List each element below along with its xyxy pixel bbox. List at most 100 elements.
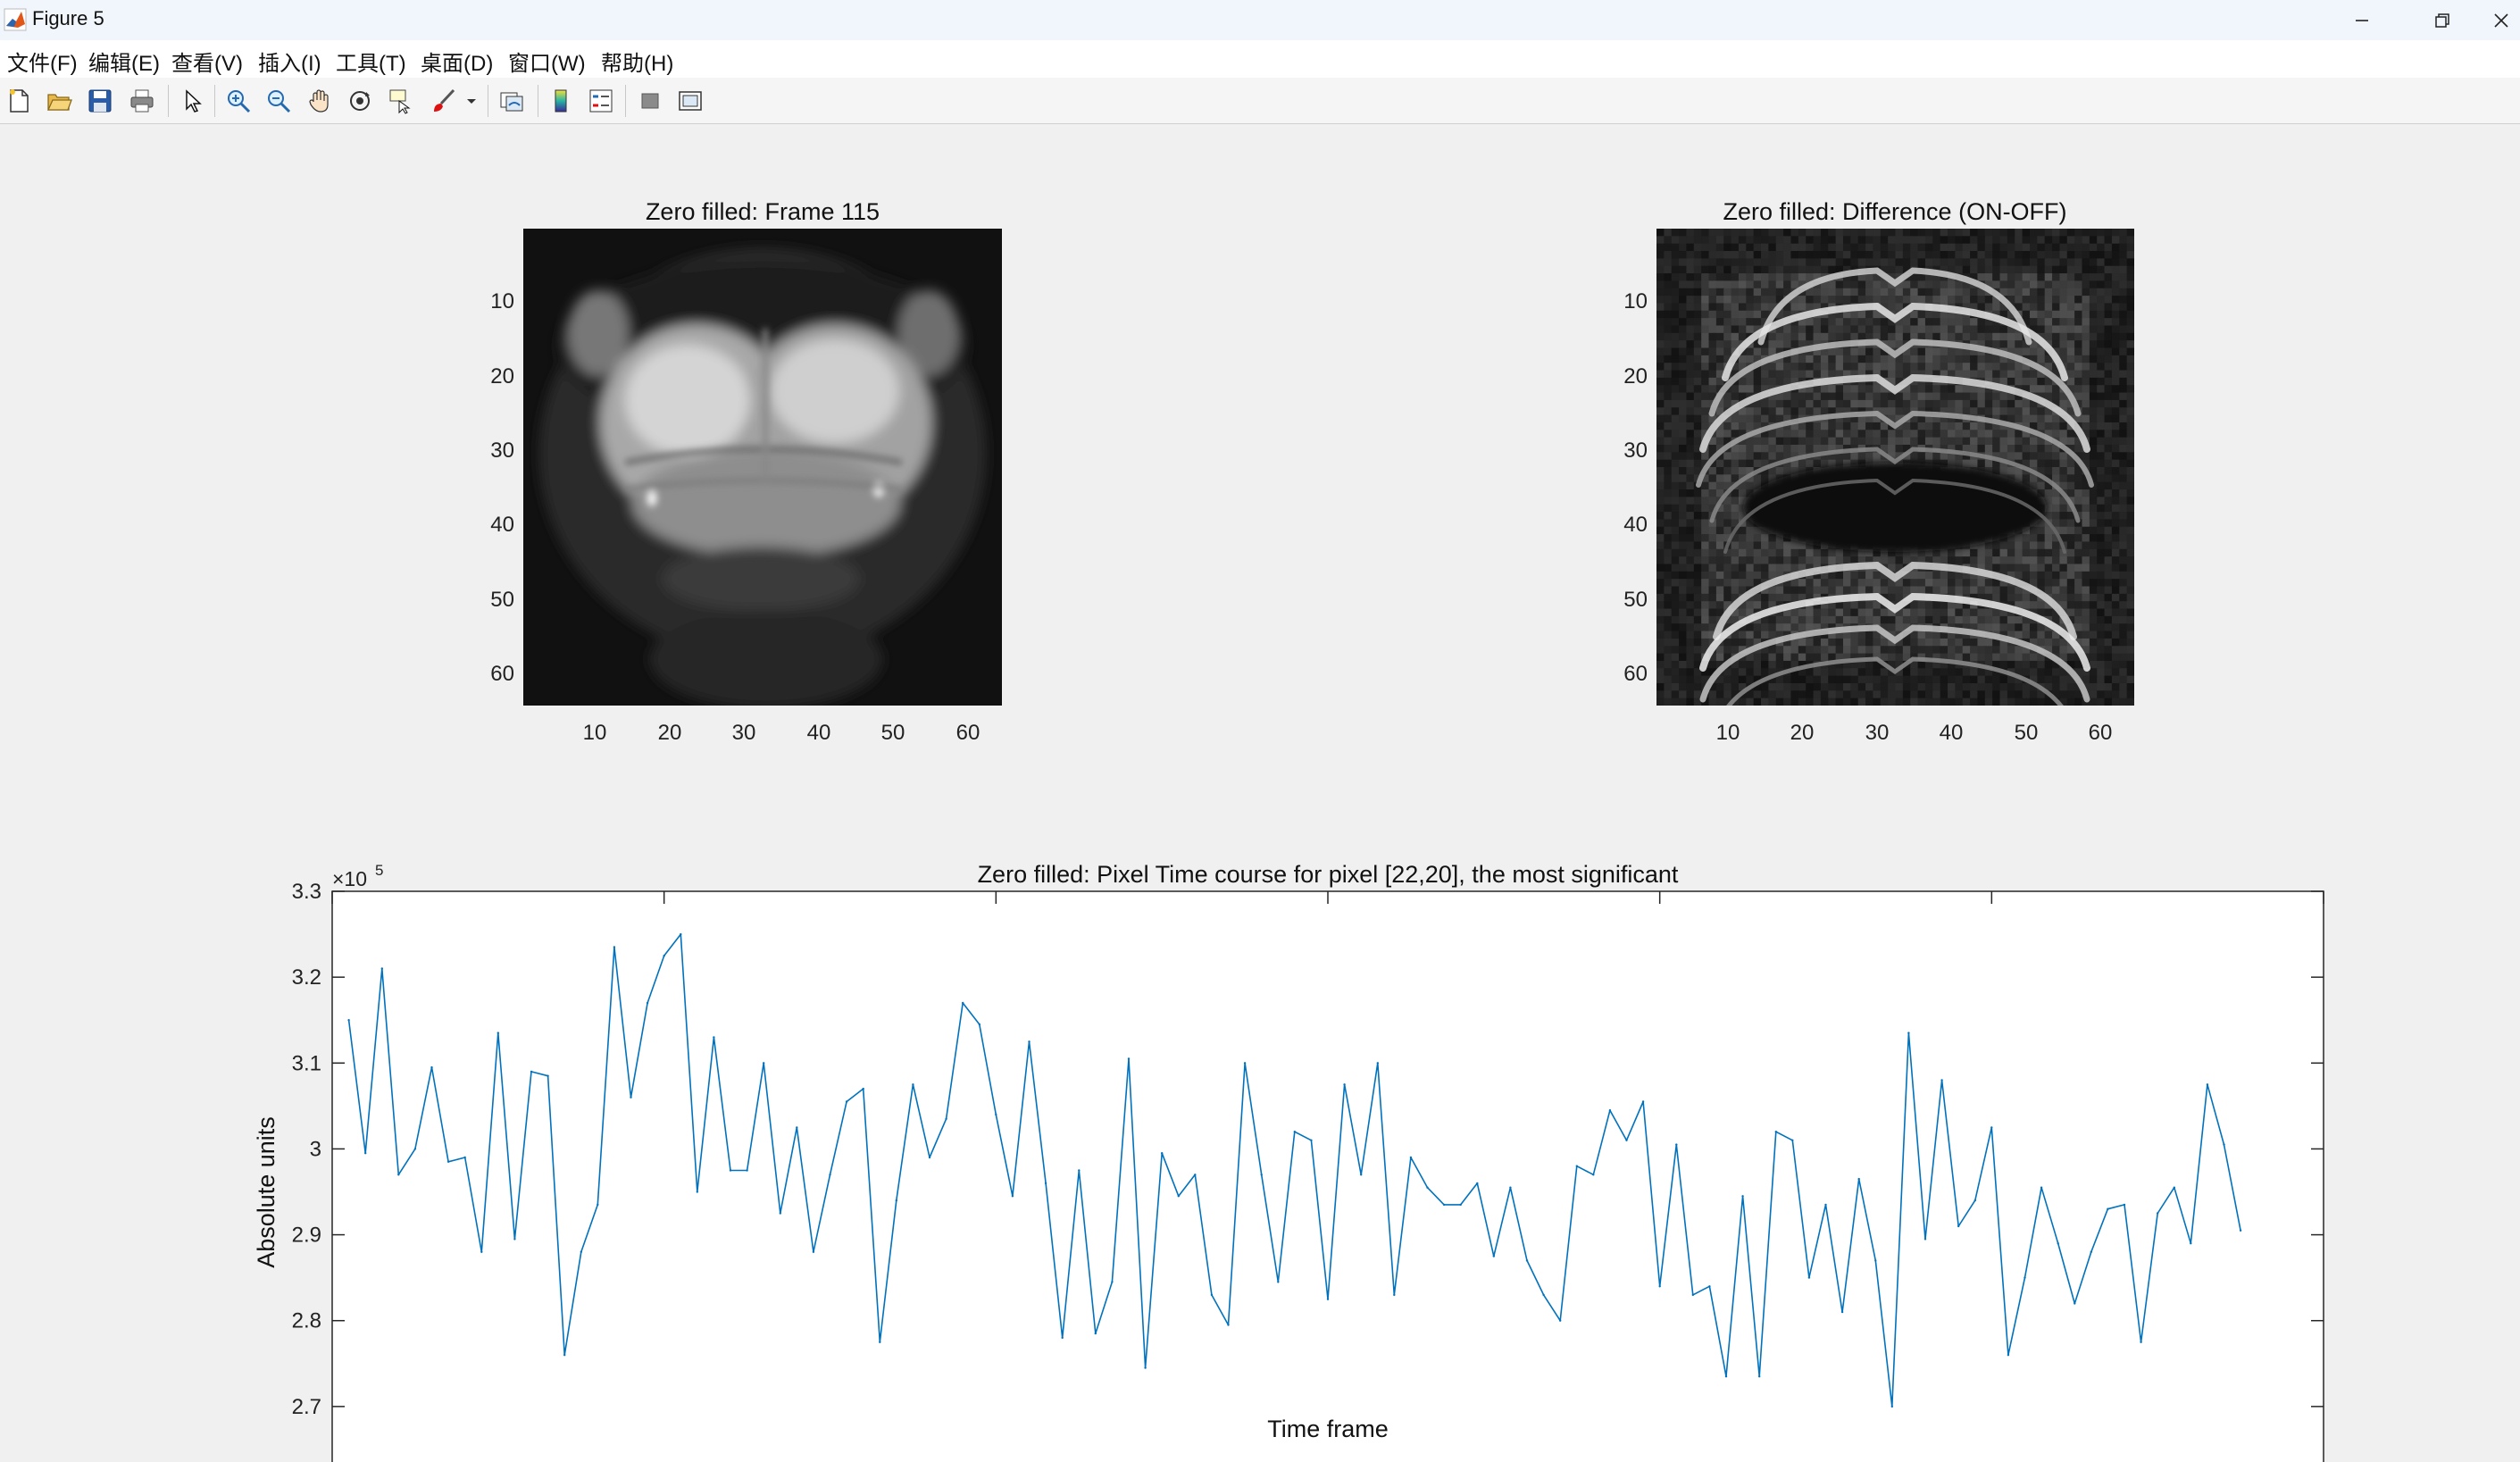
data-point <box>1675 1143 1678 1146</box>
menu-edit[interactable]: 编辑(E) <box>88 52 160 76</box>
frame-ytick: 20 <box>490 364 514 388</box>
data-point <box>696 1190 698 1193</box>
matlab-logo-icon <box>4 8 27 31</box>
brush-dropdown-button[interactable] <box>464 84 479 118</box>
menu-tools[interactable]: 工具(T) <box>336 52 406 76</box>
timecourse-data-points <box>347 932 2242 1408</box>
menu-view[interactable]: 查看(V) <box>171 52 243 76</box>
data-point <box>613 946 616 948</box>
brush-dropdown-icon <box>467 99 476 104</box>
data-point <box>1658 1285 1661 1288</box>
data-point <box>1758 1375 1761 1378</box>
data-cursor-icon <box>389 89 411 114</box>
menu-window[interactable]: 窗口(W) <box>508 52 586 76</box>
data-point <box>1625 1139 1628 1142</box>
data-cursor-button[interactable] <box>384 84 418 118</box>
data-point <box>1741 1195 1744 1198</box>
data-point <box>513 1238 516 1241</box>
exponent-base: ×10 <box>332 867 367 890</box>
new-figure-icon <box>10 89 29 113</box>
difference-ytick: 30 <box>1623 439 1648 463</box>
difference-xtick: 10 <box>1716 721 1740 745</box>
rotate-3d-icon <box>350 91 370 111</box>
data-point <box>1426 1186 1429 1189</box>
new-figure-button[interactable] <box>2 84 36 118</box>
frame-xtick: 30 <box>732 721 756 745</box>
minimize-button[interactable] <box>2322 0 2402 40</box>
zoom-out-button[interactable] <box>262 84 296 118</box>
data-point <box>1243 1062 1247 1065</box>
data-point <box>1542 1293 1545 1297</box>
data-point <box>2040 1186 2043 1189</box>
data-point <box>1907 1032 1910 1034</box>
close-button[interactable] <box>2482 0 2520 40</box>
data-point <box>928 1156 931 1159</box>
difference-xtick: 30 <box>1865 721 1890 745</box>
select-button[interactable] <box>175 84 209 118</box>
rotate-button[interactable] <box>343 84 377 118</box>
menu-help[interactable]: 帮助(H) <box>601 52 674 76</box>
data-point <box>1310 1139 1313 1142</box>
timecourse-plot-area <box>331 890 2324 1462</box>
data-point <box>496 1032 499 1034</box>
data-point <box>1028 1040 1031 1043</box>
data-point <box>2239 1229 2242 1232</box>
image-axes-difference[interactable]: Zero filled: Difference (ON-OFF) 10 20 3… <box>1623 198 2134 745</box>
brush-button[interactable] <box>427 84 461 118</box>
data-point <box>1774 1131 1778 1133</box>
data-point <box>1608 1109 1612 1112</box>
data-point <box>680 932 682 936</box>
data-point <box>1277 1281 1280 1283</box>
data-point <box>1857 1177 1860 1181</box>
data-point <box>663 954 665 957</box>
data-point <box>1161 1152 1164 1155</box>
y-tick-label: 3.1 <box>292 1051 321 1075</box>
data-point <box>580 1250 582 1254</box>
data-point <box>2057 1242 2059 1245</box>
timecourse-axes[interactable]: Zero filled: Pixel Time course for pixel… <box>253 861 2341 1462</box>
data-point <box>2157 1212 2159 1215</box>
data-point <box>2107 1207 2109 1210</box>
toolbar-separator <box>625 85 626 117</box>
colorbar-button[interactable] <box>544 84 578 118</box>
legend-button[interactable] <box>584 84 618 118</box>
zoom-in-button[interactable] <box>221 84 255 118</box>
show-plot-tools-button[interactable] <box>673 84 707 118</box>
data-point <box>1409 1156 1413 1159</box>
save-button[interactable] <box>83 84 117 118</box>
data-point <box>463 1156 466 1159</box>
data-point <box>1459 1203 1462 1207</box>
colorbar-icon <box>555 89 567 113</box>
difference-xtick: 20 <box>1790 721 1815 745</box>
image-axes-frame[interactable]: Zero filled: Frame 115 <box>490 198 1002 745</box>
data-point <box>962 1001 964 1005</box>
frame-xtick: 60 <box>956 721 980 745</box>
data-point <box>1078 1169 1081 1172</box>
menu-insert[interactable]: 插入(I) <box>258 52 321 76</box>
data-point <box>1691 1293 1695 1297</box>
frame-ytick: 10 <box>490 289 514 313</box>
data-point <box>347 1019 350 1022</box>
difference-y-ticks: 10 20 30 40 50 60 <box>1623 289 1648 686</box>
link-plot-button[interactable] <box>495 84 529 118</box>
menu-file[interactable]: 文件(F) <box>7 52 78 76</box>
pan-button[interactable] <box>303 84 337 118</box>
y-tick-label: 3.3 <box>292 880 321 904</box>
data-point <box>446 1160 450 1164</box>
data-point <box>547 1074 549 1077</box>
open-file-button[interactable] <box>42 84 76 118</box>
select-arrow-icon <box>186 89 202 113</box>
menu-desktop[interactable]: 桌面(D) <box>421 52 494 76</box>
data-point <box>1807 1276 1811 1279</box>
zoom-out-icon <box>268 90 291 113</box>
print-button[interactable] <box>125 84 159 118</box>
restore-button[interactable] <box>2402 0 2482 40</box>
difference-ytick: 40 <box>1623 513 1648 537</box>
exponent-power: 5 <box>375 862 383 879</box>
data-point <box>2140 1341 2142 1344</box>
frame-ytick: 50 <box>490 588 514 612</box>
data-point <box>978 1023 981 1026</box>
hide-plot-tools-button[interactable] <box>633 84 667 118</box>
data-point <box>1144 1366 1147 1369</box>
data-point <box>413 1148 417 1150</box>
